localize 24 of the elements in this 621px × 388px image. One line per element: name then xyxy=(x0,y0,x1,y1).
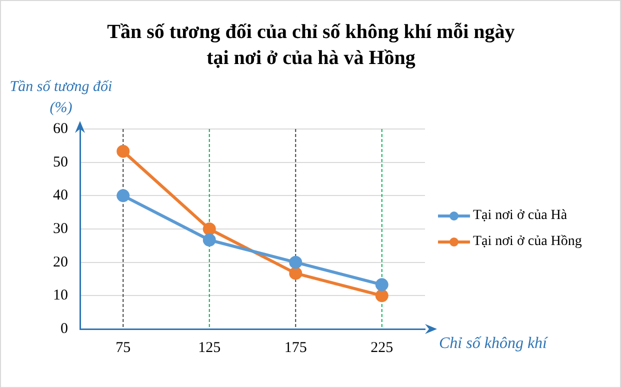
point xyxy=(202,222,216,236)
point xyxy=(289,256,302,269)
chart-title: Tần số tương đối của chỉ số không khí mỗi ngày tại nơi ở của hà và Hồng xyxy=(106,20,516,71)
legend-label: Tại nơi ở của Hồng xyxy=(473,234,582,249)
legend-label: Tại nơi ở của Hà xyxy=(473,208,568,223)
x-tick-label: 75 xyxy=(116,340,131,356)
y-tick-label: 0 xyxy=(60,320,68,337)
y-tick-label: 60 xyxy=(53,120,68,137)
y-tick-label: 30 xyxy=(53,220,68,237)
x-axis-title: Chỉ số không khí xyxy=(439,335,547,353)
point xyxy=(375,289,388,302)
x-tick-label: 175 xyxy=(284,340,307,356)
y-tick-label: 20 xyxy=(53,254,68,270)
y-tick-label: 10 xyxy=(53,288,68,304)
y-tick-label: 50 xyxy=(53,154,68,170)
x-tick-label: 225 xyxy=(370,340,394,356)
point xyxy=(116,144,130,158)
point xyxy=(116,189,130,202)
x-tick-label: 125 xyxy=(198,340,221,356)
point xyxy=(289,266,302,280)
point xyxy=(202,234,216,246)
y-tick-label: 40 xyxy=(53,188,68,204)
y-axis-title: Tần số tương đối (%) xyxy=(8,78,114,118)
point xyxy=(375,278,388,292)
